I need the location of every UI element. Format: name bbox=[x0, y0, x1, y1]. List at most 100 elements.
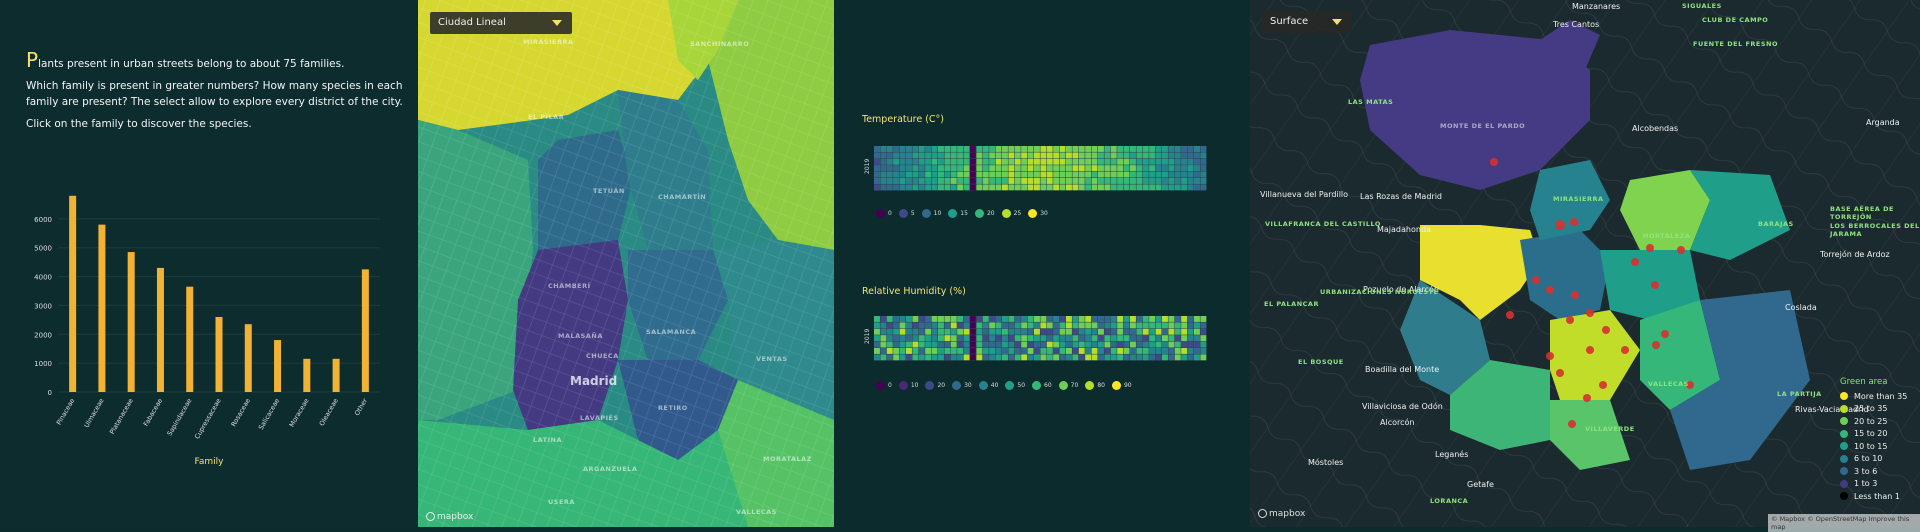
heatmap-cell[interactable] bbox=[893, 152, 900, 159]
heatmap-cell[interactable] bbox=[1142, 322, 1149, 329]
heatmap-cell[interactable] bbox=[1021, 177, 1028, 185]
heatmap-cell[interactable] bbox=[937, 165, 945, 172]
heatmap-cell[interactable] bbox=[1085, 177, 1092, 185]
heatmap-cell[interactable] bbox=[899, 335, 906, 342]
heatmap-cell[interactable] bbox=[1046, 177, 1053, 185]
heatmap-cell[interactable] bbox=[931, 322, 938, 329]
heatmap-cell[interactable] bbox=[1065, 158, 1073, 165]
heatmap-cell[interactable] bbox=[1149, 177, 1156, 185]
green-area-el-pardo[interactable] bbox=[1360, 30, 1590, 190]
heatmap-cell[interactable] bbox=[1193, 184, 1201, 191]
heatmap-cell[interactable] bbox=[1008, 177, 1015, 185]
heatmap-cell[interactable] bbox=[1097, 316, 1105, 323]
heatmap-cell[interactable] bbox=[1014, 328, 1021, 335]
heatmap-cell[interactable] bbox=[1142, 328, 1149, 335]
heatmap-cell[interactable] bbox=[1097, 184, 1105, 191]
heatmap-cell[interactable] bbox=[1046, 171, 1053, 178]
heatmap-cell[interactable] bbox=[1200, 165, 1207, 172]
heatmap-cell[interactable] bbox=[1142, 347, 1149, 355]
heatmap-cell[interactable] bbox=[1033, 316, 1041, 323]
heatmap-cell[interactable] bbox=[989, 341, 996, 348]
heatmap-cell[interactable] bbox=[1193, 177, 1201, 185]
heatmap-cell[interactable] bbox=[1078, 184, 1085, 191]
heatmap-cell[interactable] bbox=[1161, 152, 1169, 159]
heatmap-cell[interactable] bbox=[912, 158, 919, 165]
heatmap-cell[interactable] bbox=[886, 184, 893, 191]
heatmap-cell[interactable] bbox=[1033, 184, 1041, 191]
heatmap-cell[interactable] bbox=[874, 316, 881, 323]
heatmap-cell[interactable] bbox=[1053, 354, 1060, 361]
heatmap-cell[interactable] bbox=[995, 158, 1002, 165]
heatmap-cell[interactable] bbox=[1181, 316, 1188, 323]
heatmap-cell[interactable] bbox=[899, 354, 906, 361]
heatmap-cell[interactable] bbox=[1072, 335, 1079, 342]
heatmap-cell[interactable] bbox=[1110, 354, 1117, 361]
green-area-vicalvaro[interactable] bbox=[1670, 290, 1810, 470]
heatmap-cell[interactable] bbox=[899, 152, 906, 159]
heatmap-cell[interactable] bbox=[1187, 171, 1194, 178]
heatmap-cell[interactable] bbox=[1193, 158, 1201, 165]
heatmap-cell[interactable] bbox=[1117, 347, 1124, 355]
heatmap-cell[interactable] bbox=[931, 347, 938, 355]
heatmap-cell[interactable] bbox=[1021, 335, 1028, 342]
heatmap-cell[interactable] bbox=[1085, 322, 1092, 329]
heatmap-cell[interactable] bbox=[1193, 322, 1201, 329]
heatmap-cell[interactable] bbox=[982, 354, 989, 361]
heatmap-cell[interactable] bbox=[1181, 171, 1188, 178]
heatmap-cell[interactable] bbox=[1117, 171, 1124, 178]
heatmap-cell[interactable] bbox=[944, 335, 951, 342]
heatmap-cell[interactable] bbox=[1142, 158, 1149, 165]
heatmap-cell[interactable] bbox=[1155, 171, 1162, 178]
heatmap-cell[interactable] bbox=[963, 152, 970, 159]
heatmap-cell[interactable] bbox=[1181, 152, 1188, 159]
heatmap-cell[interactable] bbox=[1174, 347, 1181, 355]
heatmap-cell[interactable] bbox=[1021, 146, 1028, 153]
x-tick-label[interactable]: Other bbox=[353, 397, 369, 417]
bar-cupressaceae[interactable] bbox=[215, 316, 223, 392]
heatmap-cell[interactable] bbox=[1027, 335, 1034, 342]
heatmap-cell[interactable] bbox=[1110, 171, 1117, 178]
heatmap-cell[interactable] bbox=[1187, 335, 1194, 342]
heatmap-cell[interactable] bbox=[1117, 158, 1124, 165]
heatmap-cell[interactable] bbox=[1097, 341, 1105, 348]
heatmap-cell[interactable] bbox=[1104, 347, 1111, 355]
heatmap-cell[interactable] bbox=[1091, 347, 1098, 355]
heatmap-cell[interactable] bbox=[969, 354, 977, 361]
heatmap-cell[interactable] bbox=[1155, 347, 1162, 355]
heatmap-cell[interactable] bbox=[1123, 354, 1130, 361]
heatmap-cell[interactable] bbox=[1033, 341, 1041, 348]
heatmap-cell[interactable] bbox=[957, 177, 964, 185]
heatmap-cell[interactable] bbox=[905, 347, 913, 355]
heatmap-cell[interactable] bbox=[912, 328, 919, 335]
heatmap-cell[interactable] bbox=[937, 171, 945, 178]
heatmap-cell[interactable] bbox=[918, 341, 925, 348]
heatmap-cell[interactable] bbox=[937, 152, 945, 159]
heatmap-cell[interactable] bbox=[1072, 165, 1079, 172]
heatmap-cell[interactable] bbox=[931, 177, 938, 185]
heatmap-cell[interactable] bbox=[1072, 354, 1079, 361]
heatmap-cell[interactable] bbox=[1008, 158, 1015, 165]
heatmap-cell[interactable] bbox=[874, 347, 881, 355]
heatmap-cell[interactable] bbox=[1149, 347, 1156, 355]
heatmap-cell[interactable] bbox=[1027, 171, 1034, 178]
heatmap-cell[interactable] bbox=[931, 328, 938, 335]
heatmap-cell[interactable] bbox=[982, 177, 989, 185]
heatmap-cell[interactable] bbox=[886, 341, 893, 348]
heatmap-cell[interactable] bbox=[1129, 165, 1137, 172]
heatmap-cell[interactable] bbox=[1136, 347, 1143, 355]
heatmap-cell[interactable] bbox=[918, 322, 925, 329]
heatmap-cell[interactable] bbox=[1142, 341, 1149, 348]
heatmap-cell[interactable] bbox=[950, 328, 957, 335]
heatmap-cell[interactable] bbox=[1091, 341, 1098, 348]
heatmap-cell[interactable] bbox=[989, 328, 996, 335]
heatmap-cell[interactable] bbox=[1168, 146, 1175, 153]
heatmap-cell[interactable] bbox=[1040, 347, 1047, 355]
heatmap-cell[interactable] bbox=[1040, 146, 1047, 153]
heatmap-cell[interactable] bbox=[1072, 184, 1079, 191]
heatmap-cell[interactable] bbox=[982, 158, 989, 165]
heatmap-cell[interactable] bbox=[1033, 177, 1041, 185]
heatmap-cell[interactable] bbox=[931, 146, 938, 153]
heatmap-cell[interactable] bbox=[880, 184, 887, 191]
heatmap-cell[interactable] bbox=[1123, 341, 1130, 348]
heatmap-cell[interactable] bbox=[1085, 316, 1092, 323]
